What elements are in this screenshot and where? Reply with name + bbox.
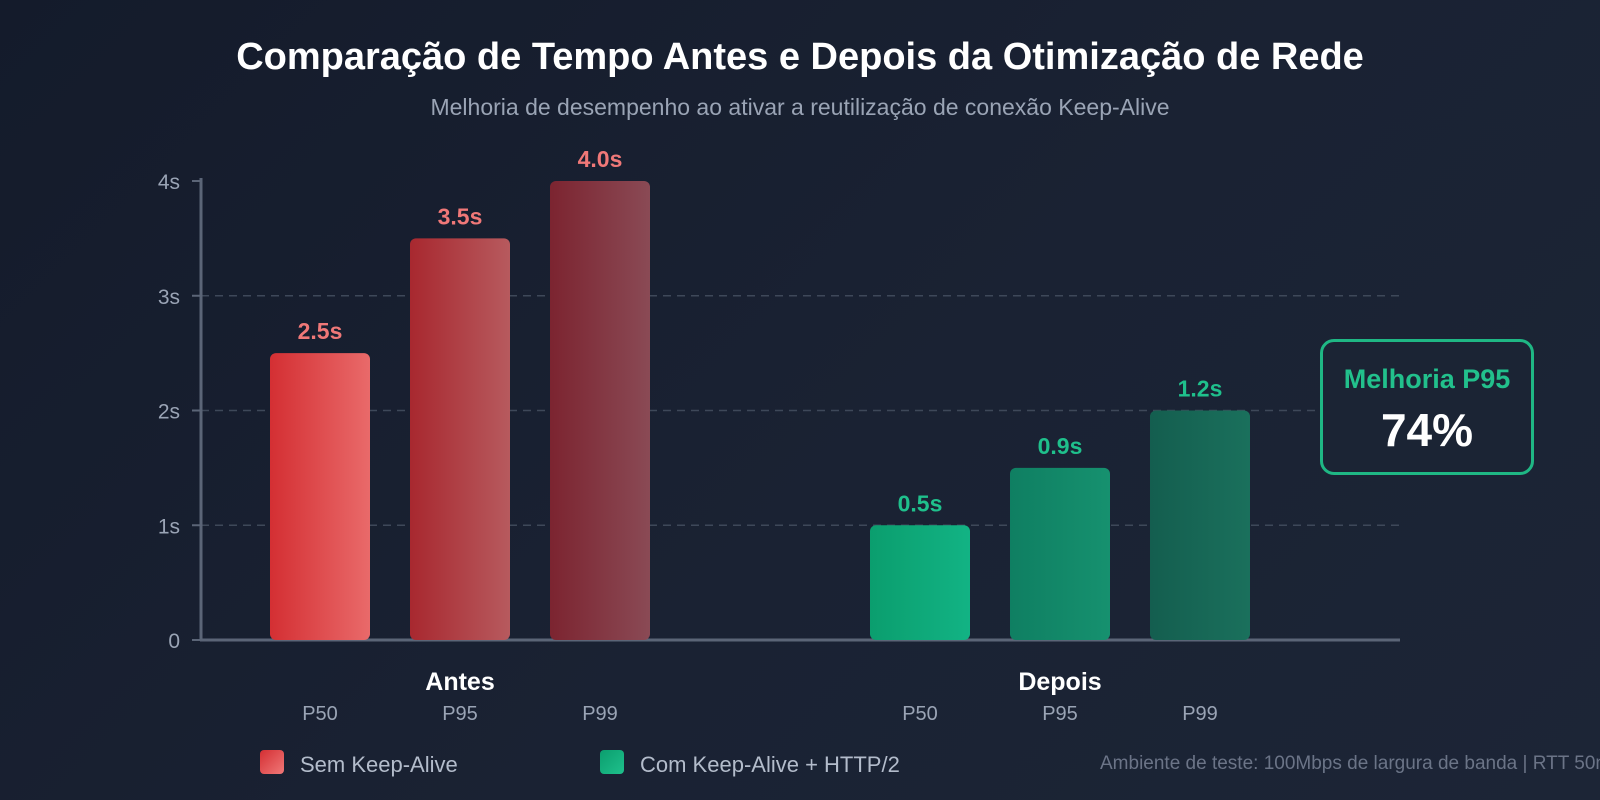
- x-tick-label: P50: [902, 703, 938, 725]
- y-tick-label: 0: [168, 630, 180, 653]
- y-tick-label: 2s: [158, 401, 180, 424]
- x-tick-label: P99: [582, 703, 618, 725]
- bar-antes-p99: [550, 181, 650, 640]
- bar-depois-p99: [1150, 410, 1250, 640]
- improvement-badge: Melhoria P95 74%: [1320, 339, 1534, 475]
- bar-value-label: 3.5s: [438, 203, 483, 229]
- badge-value: 74%: [1380, 404, 1474, 456]
- bar-value-label: 0.5s: [898, 490, 943, 516]
- bar-antes-p50: [270, 353, 370, 640]
- legend: Sem Keep-Alive Com Keep-Alive + HTTP/2: [260, 750, 900, 777]
- legend-label-before: Sem Keep-Alive: [300, 752, 458, 777]
- legend-swatch-before: [260, 750, 284, 774]
- bar-value-label: 0.9s: [1038, 433, 1083, 459]
- bar-value-label: 2.5s: [298, 318, 343, 344]
- x-tick-label: P95: [442, 703, 478, 725]
- x-labels: P50 P95 P99 Antes P50 P95 P99 Depois: [302, 668, 1218, 725]
- y-tick-label: 1s: [158, 515, 180, 538]
- group-label: Depois: [1018, 668, 1101, 696]
- bars: [270, 181, 1250, 640]
- group-label: Antes: [425, 668, 494, 696]
- bar-depois-p50: [870, 525, 970, 640]
- x-tick-label: P95: [1042, 703, 1078, 725]
- y-tick-label: 4s: [158, 171, 180, 194]
- bar-labels: 2.5s 3.5s 4.0s 0.5s 0.9s 1.2s: [298, 146, 1223, 516]
- chart-subtitle: Melhoria de desempenho ao ativar a reuti…: [430, 94, 1169, 120]
- bar-antes-p95: [410, 238, 510, 640]
- bar-value-label: 4.0s: [578, 146, 623, 172]
- chart-title: Comparação de Tempo Antes e Depois da Ot…: [236, 36, 1364, 78]
- legend-label-after: Com Keep-Alive + HTTP/2: [640, 752, 900, 777]
- badge-label: Melhoria P95: [1343, 364, 1511, 394]
- footer-note: Ambiente de teste: 100Mbps de largura de…: [1100, 753, 1600, 774]
- x-tick-label: P99: [1182, 703, 1218, 725]
- bar-depois-p95: [1010, 467, 1110, 640]
- bar-value-label: 1.2s: [1178, 376, 1223, 402]
- y-ticks: 0 1s 2s 3s 4s: [158, 171, 201, 653]
- x-tick-label: P50: [302, 703, 338, 725]
- y-tick-label: 3s: [158, 286, 180, 309]
- legend-swatch-after: [600, 750, 624, 774]
